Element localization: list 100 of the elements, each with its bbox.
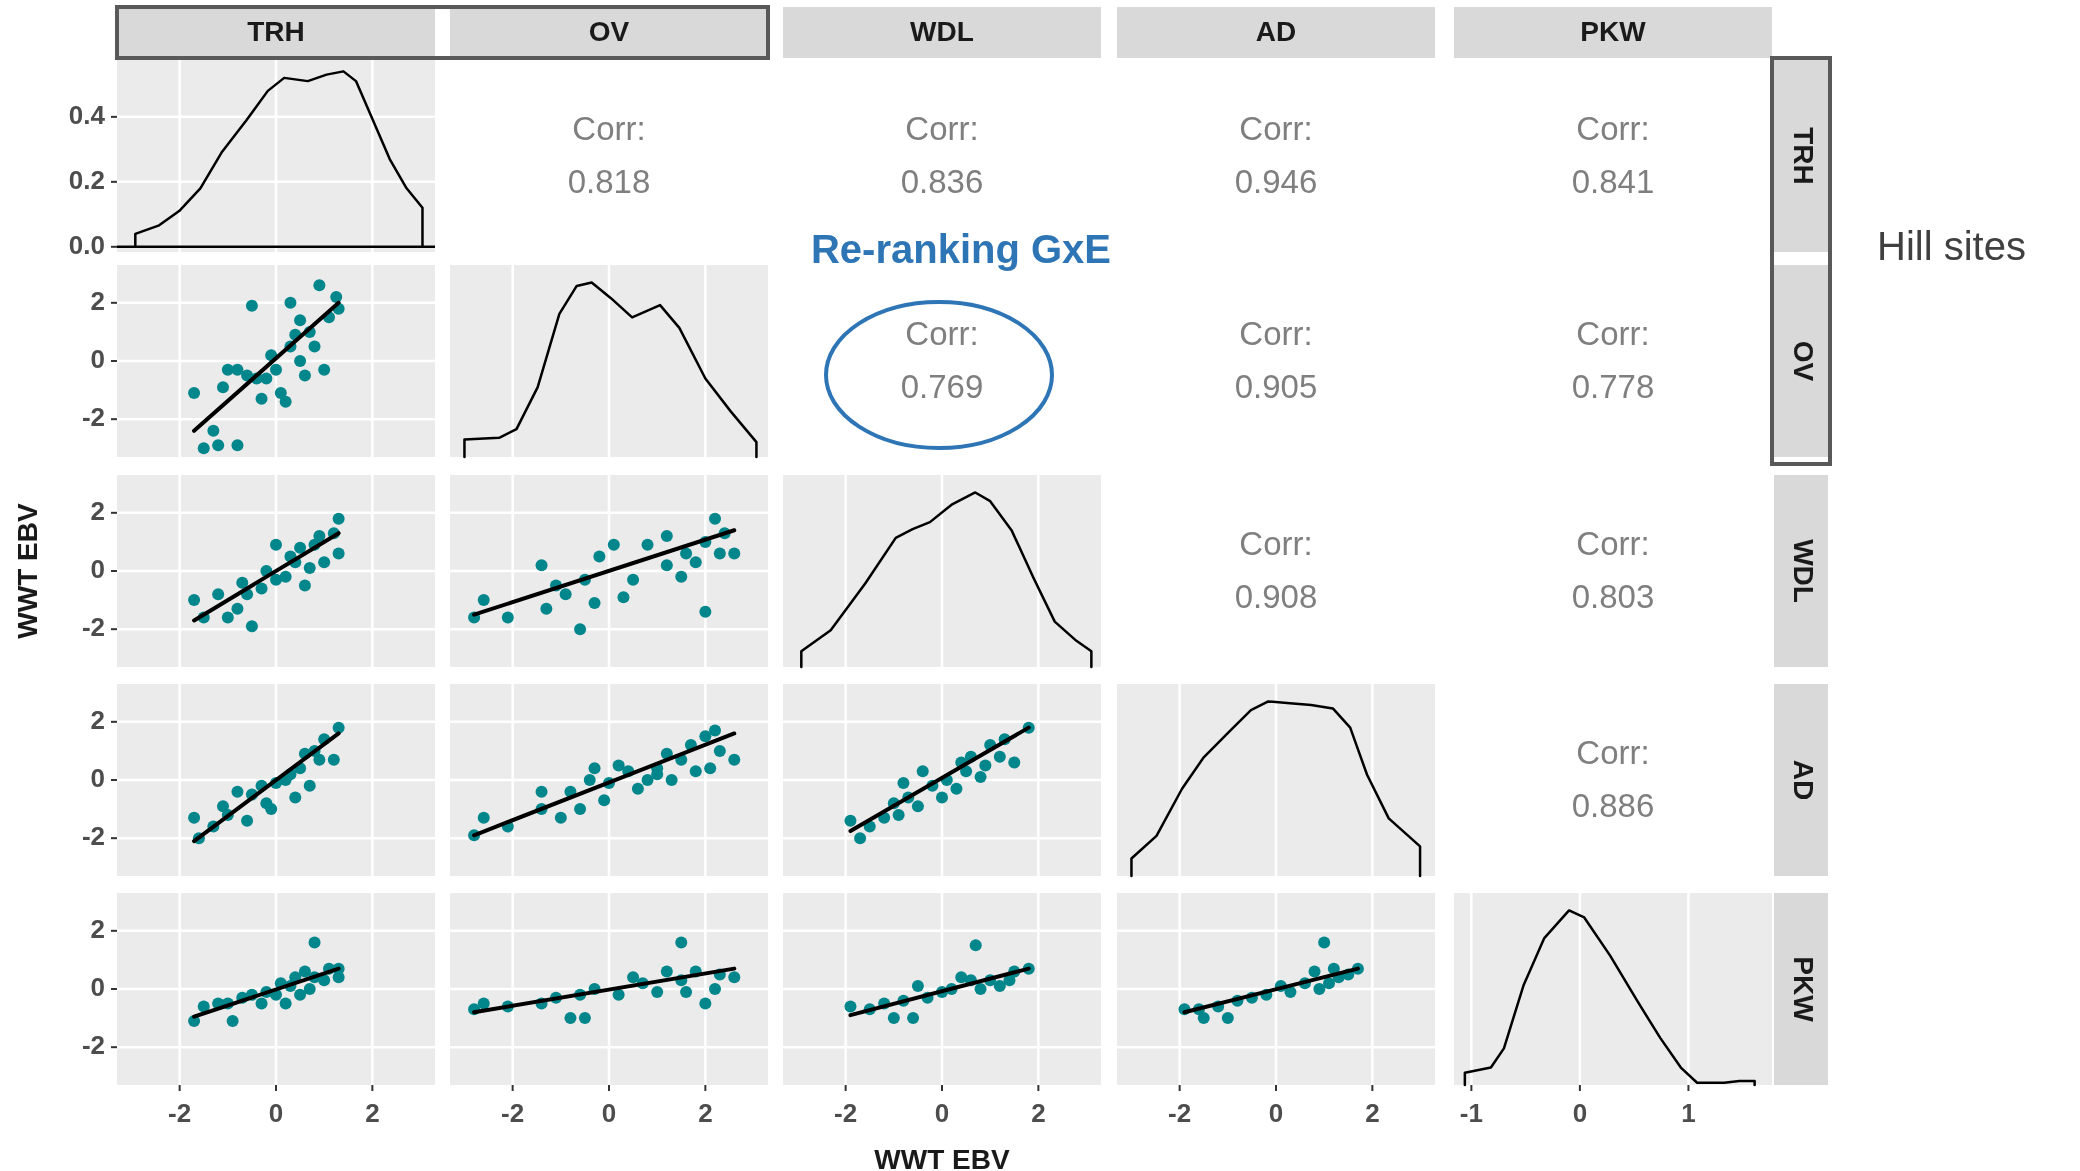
point	[612, 759, 625, 772]
point	[188, 811, 201, 824]
x-tick-label: 0	[1268, 1097, 1284, 1128]
point	[535, 559, 548, 572]
point	[588, 762, 601, 775]
point	[844, 814, 857, 827]
point	[660, 530, 673, 543]
point	[680, 985, 693, 998]
point	[255, 392, 268, 405]
text: AD	[1787, 759, 1819, 801]
point	[578, 1012, 591, 1025]
point	[665, 774, 678, 786]
point	[583, 774, 596, 786]
y-tick-label: -2	[81, 402, 105, 433]
point	[279, 395, 292, 408]
point	[844, 1000, 857, 1013]
point	[709, 512, 721, 525]
point	[294, 355, 307, 367]
point	[332, 512, 345, 525]
point	[332, 547, 345, 560]
point	[477, 594, 490, 607]
point	[535, 785, 548, 798]
point	[979, 759, 992, 772]
point	[675, 570, 688, 583]
point	[713, 744, 726, 757]
point	[318, 556, 331, 569]
x-tick-label: 0	[268, 1097, 284, 1128]
point	[270, 363, 282, 376]
point	[284, 296, 297, 309]
point	[212, 439, 225, 452]
point	[217, 800, 229, 813]
point	[709, 724, 721, 737]
point	[226, 1015, 239, 1027]
y-tick-label: 0.2	[68, 164, 105, 195]
point	[1313, 983, 1326, 995]
point	[289, 791, 302, 804]
text: PKW	[1580, 16, 1647, 48]
point	[279, 997, 292, 1010]
point	[728, 547, 741, 560]
point	[270, 573, 282, 586]
point	[641, 774, 654, 786]
point	[641, 538, 654, 551]
point	[308, 340, 321, 353]
text: OV	[588, 16, 630, 48]
point	[1323, 977, 1335, 990]
point	[993, 980, 1006, 993]
point	[993, 750, 1006, 763]
point	[728, 753, 741, 766]
y-tick-label: 2	[90, 913, 105, 944]
point	[477, 811, 490, 824]
y-tick-label: 2	[90, 495, 105, 526]
point	[303, 983, 316, 995]
point	[704, 762, 717, 775]
point	[245, 620, 258, 633]
point	[298, 965, 311, 978]
point	[911, 980, 924, 993]
point	[631, 782, 644, 795]
text: AD	[1255, 16, 1297, 48]
point	[207, 424, 220, 437]
text: 0.778	[1571, 367, 1655, 405]
y-tick-label: 0.0	[68, 229, 105, 260]
x-tick-label: 1	[1681, 1097, 1696, 1128]
point	[713, 547, 726, 560]
point	[689, 765, 702, 778]
point	[212, 588, 225, 601]
point	[699, 730, 712, 743]
text: Corr:	[1239, 524, 1313, 562]
y-tick-label: 2	[90, 285, 105, 316]
point	[627, 573, 640, 586]
point	[950, 782, 963, 795]
x-axis-title: WWT EBV	[874, 1144, 1010, 1171]
point	[911, 800, 924, 813]
point	[303, 562, 316, 575]
point	[332, 721, 345, 734]
point	[564, 1012, 577, 1025]
text: Corr:	[1576, 524, 1650, 562]
text: OV	[1787, 340, 1819, 382]
point	[313, 530, 326, 543]
text: 0.769	[900, 367, 984, 405]
x-tick-label: 0	[934, 1097, 950, 1128]
text: Corr:	[1576, 733, 1650, 771]
point	[1008, 756, 1021, 769]
point	[627, 971, 640, 984]
point	[217, 381, 229, 394]
text: 0.841	[1571, 162, 1655, 200]
point	[501, 611, 514, 624]
point	[675, 936, 688, 949]
y-tick-label: 2	[90, 704, 105, 735]
text: Corr:	[1576, 314, 1650, 352]
point	[728, 971, 741, 984]
point	[651, 985, 664, 998]
x-tick-label: -2	[834, 1097, 858, 1128]
text: TRH	[1787, 127, 1819, 185]
text: Corr:	[572, 109, 646, 147]
point	[699, 997, 712, 1010]
point	[279, 570, 292, 583]
point	[318, 363, 331, 376]
point	[617, 591, 630, 604]
point	[1308, 965, 1321, 978]
point	[854, 832, 867, 845]
